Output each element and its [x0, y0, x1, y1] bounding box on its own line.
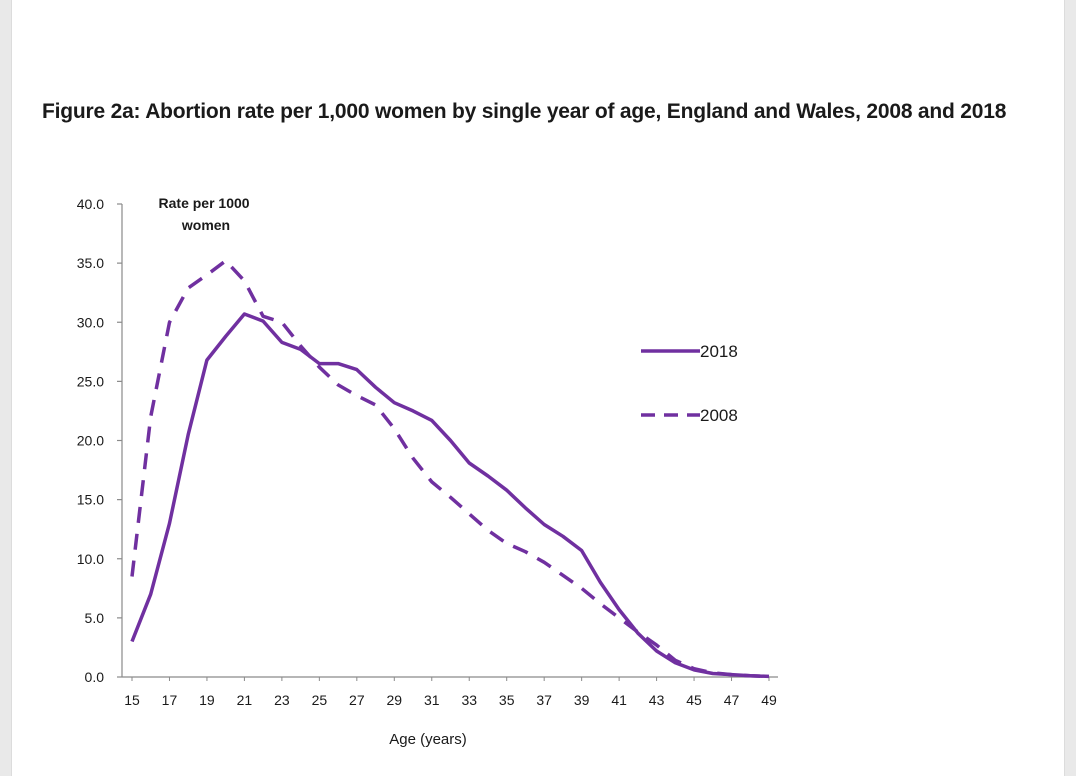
x-tick-label: 19	[199, 692, 215, 708]
x-axis-label: Age (years)	[389, 731, 467, 748]
series-line-2018	[130, 312, 770, 679]
chart-title: Figure 2a: Abortion rate per 1,000 women…	[42, 100, 1007, 123]
y-axis-label-line-1: Rate per 1000	[159, 195, 250, 211]
series-line-2008	[130, 259, 770, 679]
figure-frame	[12, 0, 1064, 776]
chart-legend: 2018 2008	[641, 342, 738, 425]
y-tick-label: 15.0	[77, 492, 104, 508]
y-tick-label: 30.0	[77, 314, 104, 330]
x-tick-label: 15	[124, 692, 140, 708]
x-tick-label: 35	[499, 692, 515, 708]
legend-label-2008: 2008	[700, 406, 738, 425]
x-tick-label: 43	[649, 692, 665, 708]
y-tick-label: 20.0	[77, 433, 104, 449]
x-tick-label: 23	[274, 692, 290, 708]
y-tick-label: 10.0	[77, 551, 104, 567]
x-tick-label: 21	[237, 692, 253, 708]
legend-label-2018: 2018	[700, 342, 738, 361]
y-axis-label: Rate per 1000 women	[159, 195, 254, 233]
x-tick-label: 49	[761, 692, 777, 708]
x-tick-label: 45	[686, 692, 702, 708]
x-tick-label: 27	[349, 692, 365, 708]
y-axis-label-line-2: women	[181, 217, 230, 233]
y-tick-label: 35.0	[77, 255, 104, 271]
x-tick-label: 25	[312, 692, 328, 708]
x-tick-label: 17	[162, 692, 178, 708]
x-tick-label: 39	[574, 692, 590, 708]
y-tick-label: 0.0	[85, 669, 105, 685]
x-tick-label: 47	[724, 692, 740, 708]
x-tick-label: 37	[536, 692, 552, 708]
y-tick-label: 40.0	[77, 196, 104, 212]
x-tick-label: 33	[461, 692, 477, 708]
y-tick-label: 5.0	[85, 610, 105, 626]
x-tick-label: 41	[611, 692, 627, 708]
x-tick-label: 29	[387, 692, 403, 708]
y-tick-label: 25.0	[77, 373, 104, 389]
chart-series	[130, 259, 770, 679]
chart-axes: 0.0 5.0 10.0 15.0 20.0 25.0 30.0 35.0 40.0 15 17 19…	[77, 196, 778, 708]
x-tick-label: 31	[424, 692, 440, 708]
